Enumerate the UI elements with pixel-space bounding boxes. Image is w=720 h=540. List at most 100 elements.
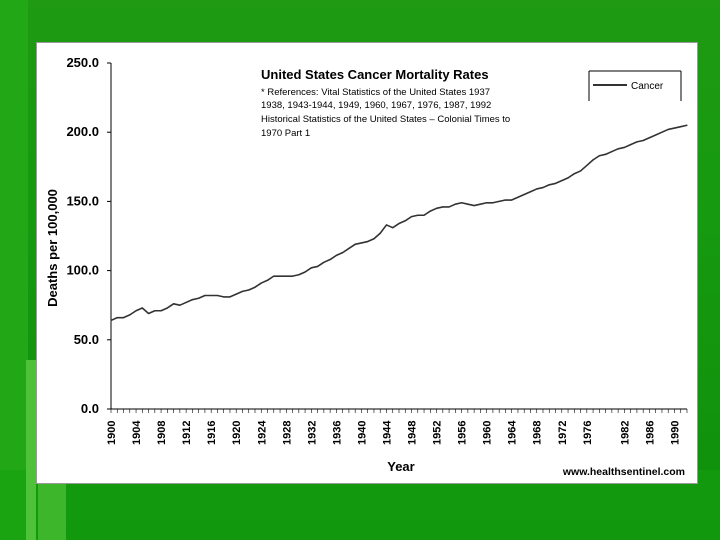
x-tick-label: 1940 bbox=[356, 421, 368, 445]
y-tick-label: 200.0 bbox=[66, 124, 99, 139]
y-tick-label: 0.0 bbox=[81, 401, 99, 416]
x-tick-label: 1920 bbox=[231, 421, 243, 445]
chart-note-line-1: * References: Vital Statistics of the Un… bbox=[261, 87, 490, 98]
data-point bbox=[529, 191, 532, 193]
data-point bbox=[291, 275, 294, 277]
data-point bbox=[379, 232, 381, 234]
data-point bbox=[173, 303, 175, 305]
data-point bbox=[467, 203, 469, 205]
data-point bbox=[185, 301, 187, 304]
data-point bbox=[492, 202, 494, 204]
x-tick-label: 1990 bbox=[669, 421, 681, 445]
data-point bbox=[442, 206, 444, 208]
x-tick-label: 1960 bbox=[482, 421, 494, 445]
data-point bbox=[461, 202, 463, 204]
data-point bbox=[323, 261, 325, 263]
chart-note-line-4: 1970 Part 1 bbox=[261, 128, 310, 139]
data-point bbox=[166, 307, 168, 309]
data-point bbox=[373, 238, 375, 240]
data-point bbox=[573, 173, 575, 175]
line-chart: 0.0 50.0 100.0 150.0 200.0 250.0 1900 1904 1908… bbox=[45, 55, 688, 478]
data-point bbox=[586, 164, 588, 167]
legend: Cancer bbox=[588, 70, 682, 101]
data-point bbox=[435, 207, 438, 209]
data-point bbox=[129, 314, 131, 316]
chart-note-line-2: 1938, 1943-1944, 1949, 1960, 1967, 1976,… bbox=[261, 100, 491, 111]
data-point bbox=[154, 310, 156, 312]
data-point bbox=[110, 319, 112, 322]
data-point bbox=[655, 134, 657, 136]
data-point bbox=[579, 170, 582, 172]
data-point bbox=[223, 296, 225, 298]
series-line-cancer bbox=[110, 124, 688, 322]
data-point bbox=[423, 214, 425, 216]
data-point bbox=[542, 186, 544, 189]
x-tick-label: 1952 bbox=[432, 421, 444, 445]
data-point bbox=[260, 282, 262, 284]
data-point bbox=[686, 124, 688, 126]
x-tick-label: 1964 bbox=[507, 420, 519, 445]
data-point bbox=[479, 203, 481, 205]
data-point bbox=[473, 204, 475, 207]
data-point bbox=[398, 222, 400, 225]
data-point bbox=[317, 265, 319, 268]
legend-label-cancer: Cancer bbox=[631, 81, 664, 92]
data-point bbox=[360, 242, 363, 244]
y-axis-label: Deaths per 100,000 bbox=[45, 189, 60, 307]
data-point bbox=[536, 188, 538, 190]
x-ticks: 1900 1904 1908 1912 1916 1920 1924 1928 1932 1936… bbox=[106, 409, 688, 445]
x-tick-label: 1908 bbox=[156, 421, 168, 445]
data-point bbox=[348, 247, 350, 250]
data-point bbox=[623, 146, 625, 149]
x-tick-label: 1932 bbox=[306, 421, 318, 445]
data-point bbox=[229, 296, 231, 298]
data-point bbox=[486, 202, 488, 204]
data-point bbox=[298, 274, 300, 276]
source-credit: www.healthsentinel.com bbox=[562, 466, 685, 478]
data-point bbox=[198, 297, 200, 299]
data-point bbox=[210, 294, 212, 297]
x-tick-label: 1916 bbox=[206, 421, 218, 445]
data-point bbox=[273, 275, 275, 277]
x-tick-label: 1982 bbox=[619, 421, 631, 445]
data-point bbox=[636, 141, 638, 143]
data-point bbox=[367, 240, 369, 243]
data-point bbox=[248, 289, 250, 291]
x-tick-label: 1900 bbox=[106, 421, 118, 445]
data-point bbox=[204, 294, 206, 297]
data-point bbox=[285, 275, 287, 277]
x-tick-label: 1948 bbox=[407, 421, 419, 445]
data-point bbox=[617, 148, 619, 150]
y-tick-label: 150.0 bbox=[66, 193, 99, 208]
x-axis-label: Year bbox=[387, 459, 414, 474]
x-tick-label: 1928 bbox=[281, 421, 293, 445]
data-point bbox=[642, 139, 644, 142]
background-stripe bbox=[0, 0, 28, 540]
data-point bbox=[160, 310, 162, 312]
data-point bbox=[410, 216, 413, 218]
data-point bbox=[216, 294, 219, 297]
data-point bbox=[266, 279, 269, 281]
x-tick-label: 1904 bbox=[131, 420, 143, 445]
data-point bbox=[498, 200, 500, 202]
data-point bbox=[241, 290, 244, 292]
data-point bbox=[310, 267, 312, 269]
x-tick-label: 1976 bbox=[582, 421, 594, 445]
data-point bbox=[554, 182, 557, 185]
y-tick-label: 100.0 bbox=[66, 263, 99, 278]
data-point bbox=[179, 304, 181, 306]
x-tick-label: 1936 bbox=[331, 421, 343, 445]
data-point bbox=[598, 155, 600, 157]
data-point bbox=[417, 214, 419, 216]
data-point bbox=[354, 243, 356, 245]
x-tick-label: 1924 bbox=[256, 420, 268, 445]
y-ticks: 0.0 50.0 100.0 150.0 200.0 250.0 bbox=[66, 55, 111, 416]
data-point bbox=[429, 210, 431, 212]
data-point bbox=[122, 317, 125, 319]
data-point bbox=[392, 227, 394, 229]
data-point bbox=[141, 307, 143, 309]
x-tick-label: 1956 bbox=[457, 421, 469, 445]
data-point bbox=[279, 275, 281, 277]
x-tick-label: 1968 bbox=[532, 421, 544, 445]
x-tick-label: 1972 bbox=[557, 421, 569, 445]
